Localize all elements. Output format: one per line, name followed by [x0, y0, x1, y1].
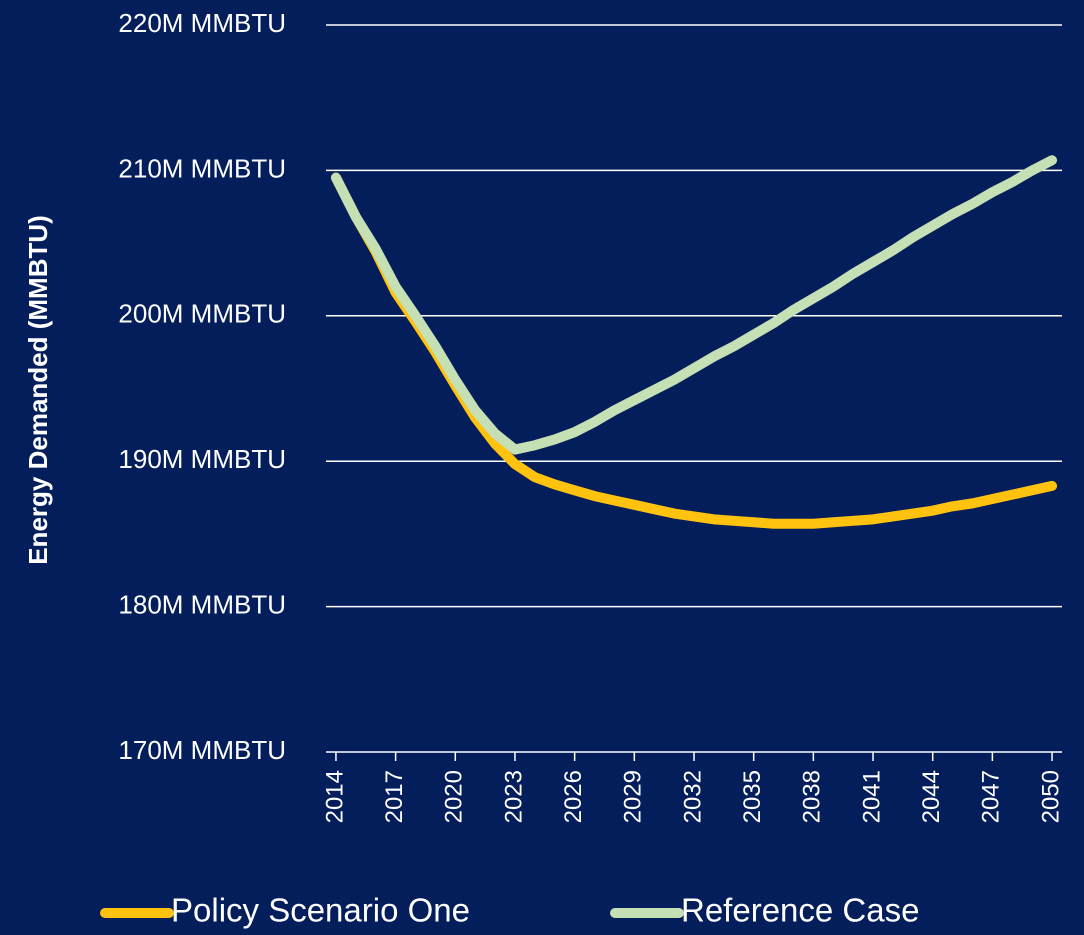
y-tick-label: 190M MMBTU	[118, 444, 286, 474]
y-tick-label: 210M MMBTU	[118, 153, 286, 183]
y-tick-label: 220M MMBTU	[118, 8, 286, 38]
y-tick-label: 200M MMBTU	[118, 299, 286, 329]
x-tick-label: 2044	[918, 770, 945, 823]
x-tick-label: 2047	[978, 770, 1005, 823]
legend-label: Reference Case	[681, 892, 919, 929]
legend-label: Policy Scenario One	[171, 892, 470, 929]
x-tick-label: 2014	[321, 770, 348, 823]
y-axis-title: Energy Demanded (MMBTU)	[23, 215, 53, 565]
x-tick-label: 2038	[799, 770, 826, 823]
series-line	[330, 155, 1058, 455]
x-tick-label: 2026	[560, 770, 587, 823]
x-tick-label: 2023	[500, 770, 527, 823]
x-tick-label: 2041	[858, 770, 885, 823]
y-tick-label: 180M MMBTU	[118, 589, 286, 619]
x-tick-label: 2032	[679, 770, 706, 823]
x-tick-label: 2017	[381, 770, 408, 823]
x-tick-label: 2020	[441, 770, 468, 823]
y-tick-label: 170M MMBTU	[118, 735, 286, 765]
x-tick-label: 2050	[1037, 770, 1064, 823]
x-tick-label: 2029	[620, 770, 647, 823]
x-tick-label: 2035	[739, 770, 766, 823]
